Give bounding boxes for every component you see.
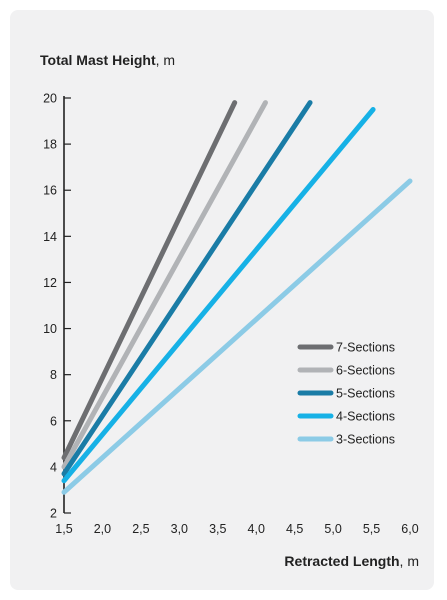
series-line-7-sections [64, 103, 235, 458]
y-tick-label: 20 [43, 92, 57, 106]
x-tick-label: 2,5 [132, 522, 149, 536]
x-tick-label: 3,5 [209, 522, 226, 536]
x-tick-label: 5,5 [363, 522, 380, 536]
legend-label: 6-Sections [336, 364, 395, 378]
x-axis-title: Retracted Length, m [284, 553, 419, 569]
x-tick-label: 4,5 [286, 522, 303, 536]
legend-label: 7-Sections [336, 341, 395, 355]
y-tick-label: 8 [50, 368, 57, 382]
series-line-6-sections [64, 103, 265, 467]
x-tick-label: 4,0 [248, 522, 265, 536]
legend-label: 5-Sections [336, 387, 395, 401]
legend-label: 4-Sections [336, 410, 395, 424]
x-tick-label: 1,5 [55, 522, 72, 536]
x-tick-label: 2,0 [94, 522, 111, 536]
series-line-4-sections [64, 110, 373, 481]
y-tick-label: 18 [43, 138, 57, 152]
x-axis-title-unit: , m [400, 553, 419, 569]
x-axis-title-bold: Retracted Length [284, 553, 399, 569]
legend-label: 3-Sections [336, 433, 395, 447]
y-tick-label: 16 [43, 184, 57, 198]
series-line-5-sections [64, 103, 310, 474]
y-tick-label: 4 [50, 460, 57, 474]
y-tick-label: 2 [50, 507, 57, 521]
y-tick-label: 6 [50, 414, 57, 428]
y-tick-label: 12 [43, 276, 57, 290]
x-tick-label: 6,0 [401, 522, 418, 536]
y-tick-label: 14 [43, 230, 57, 244]
y-tick-label: 10 [43, 322, 57, 336]
x-tick-label: 3,0 [171, 522, 188, 536]
x-tick-label: 5,0 [324, 522, 341, 536]
